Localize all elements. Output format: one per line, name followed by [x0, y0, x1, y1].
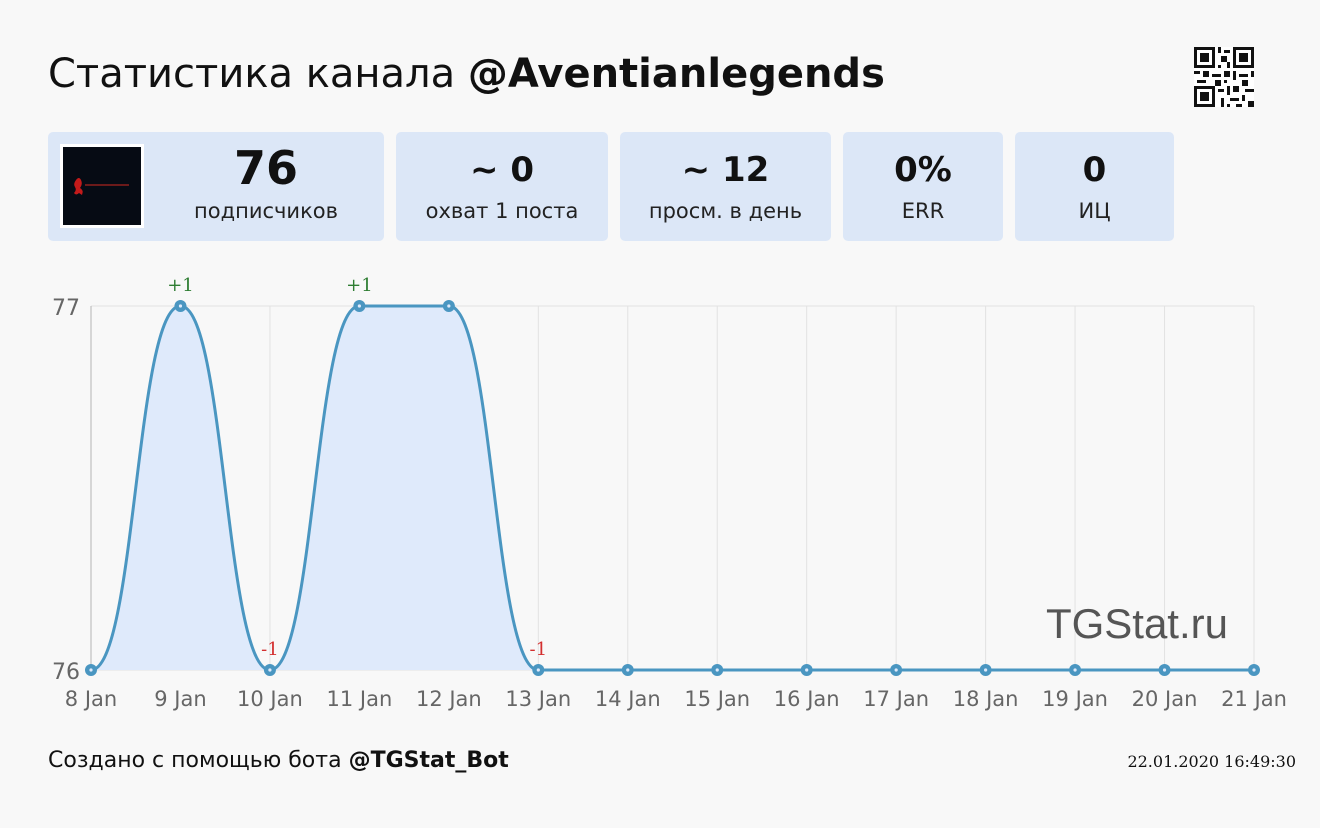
stat-value: 0: [1082, 150, 1107, 190]
qr-code-icon: [1194, 47, 1254, 107]
title-prefix: Статистика канала: [48, 51, 468, 97]
data-point-center: [805, 668, 809, 672]
stat-value: ~ 12: [681, 150, 770, 190]
footer-credit: Создано с помощью бота @TGStat_Bot: [48, 746, 509, 776]
data-point-center: [447, 304, 451, 308]
stat-label: ИЦ: [1078, 199, 1111, 223]
data-point-center: [715, 668, 719, 672]
x-tick-label: 12 Jan: [416, 687, 482, 711]
stat-card-daily-views: ~ 12 просм. в день: [620, 132, 831, 241]
page-title: Статистика канала @Aventianlegends: [48, 46, 885, 102]
data-point-center: [357, 304, 361, 308]
stat-label: подписчиков: [194, 199, 338, 223]
x-tick-label: 11 Jan: [326, 687, 392, 711]
data-label: -1: [530, 639, 548, 660]
stat-card-reach: ~ 0 охват 1 поста: [396, 132, 608, 241]
stat-label: ERR: [901, 199, 945, 223]
series-line: [90, 304, 1254, 672]
data-label: +1: [167, 275, 194, 296]
x-tick-label: 10 Jan: [237, 687, 303, 711]
x-tick-label: 20 Jan: [1132, 687, 1198, 711]
stat-card-subscribers: 76 подписчиков: [48, 132, 384, 241]
channel-avatar-icon: [74, 178, 129, 195]
footer-prefix: Создано с помощью бота: [48, 748, 349, 773]
y-tick-label: 76: [52, 660, 80, 685]
channel-name[interactable]: @Aventianlegends: [467, 51, 885, 97]
bot-link[interactable]: @TGStat_Bot: [348, 748, 509, 773]
x-tick-label: 18 Jan: [953, 687, 1019, 711]
footer-timestamp: 22.01.2020 16:49:30: [1127, 752, 1296, 771]
series-area: [91, 306, 1254, 670]
stat-card-citation-index: 0 ИЦ: [1015, 132, 1174, 241]
x-tick-label: 17 Jan: [863, 687, 929, 711]
data-point-center: [984, 668, 988, 672]
x-tick-label: 14 Jan: [595, 687, 661, 711]
y-tick-label: 77: [52, 296, 80, 321]
stat-card-err: 0% ERR: [843, 132, 1003, 241]
stat-label: охват 1 поста: [425, 199, 579, 223]
channel-avatar[interactable]: [60, 144, 144, 228]
data-point-center: [268, 668, 272, 672]
data-point-center: [894, 668, 898, 672]
x-tick-label: 19 Jan: [1042, 687, 1108, 711]
x-tick-label: 16 Jan: [774, 687, 840, 711]
x-tick-label: 9 Jan: [154, 687, 206, 711]
data-point-center: [89, 668, 93, 672]
stat-value: ~ 0: [470, 150, 534, 190]
x-tick-label: 15 Jan: [684, 687, 750, 711]
data-label: -1: [261, 639, 279, 660]
watermark: TGStat.ru: [1046, 600, 1228, 647]
x-tick-label: 8 Jan: [65, 687, 117, 711]
data-point-center: [536, 668, 540, 672]
stat-value: 76: [233, 141, 298, 195]
stat-label: просм. в день: [648, 199, 803, 223]
x-tick-label: 21 Jan: [1221, 687, 1287, 711]
data-point-center: [178, 304, 183, 308]
x-tick-label: 13 Jan: [505, 687, 571, 711]
stat-value: 0%: [894, 150, 952, 190]
data-point-center: [1252, 668, 1256, 672]
data-point-center: [626, 668, 630, 672]
data-point-center: [1162, 668, 1167, 672]
data-label: +1: [346, 275, 373, 296]
data-point-center: [1073, 668, 1077, 672]
